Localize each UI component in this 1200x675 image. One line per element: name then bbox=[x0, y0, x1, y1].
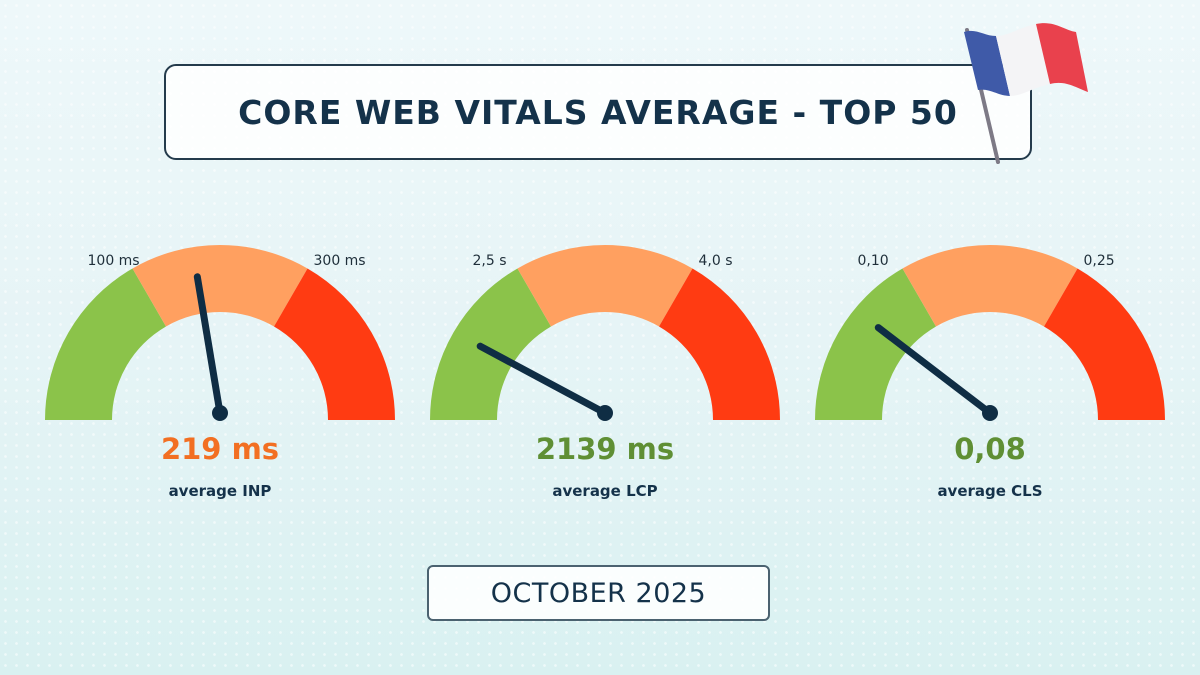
gauge-value: 219 ms bbox=[160, 432, 280, 466]
threshold-label-good: 100 ms bbox=[87, 253, 140, 269]
threshold-label-poor: 300 ms bbox=[313, 253, 366, 269]
gauge-needle-hub bbox=[982, 405, 998, 421]
gauge-lcp-dial bbox=[430, 244, 780, 421]
gauge-lcp: 2,5 s 4,0 s 2139 ms average LCP bbox=[425, 240, 785, 510]
threshold-label-poor: 4,0 s bbox=[698, 253, 733, 269]
gauge-zone-good bbox=[815, 268, 936, 420]
threshold-label-poor: 0,25 bbox=[1083, 253, 1115, 269]
date-box: OCTOBER 2025 bbox=[427, 565, 770, 621]
gauge-cls-dial bbox=[815, 244, 1165, 421]
gauge-zone-good bbox=[430, 268, 551, 420]
gauge-needle bbox=[874, 324, 994, 417]
gauge-zone-poor bbox=[1044, 268, 1165, 420]
gauge-cls: 0,10 0,25 0,08 average CLS bbox=[810, 240, 1170, 510]
gauge-zone-needs-improvement bbox=[132, 244, 308, 327]
gauge-value: 0,08 bbox=[954, 432, 1026, 466]
page-title: CORE WEB VITALS AVERAGE - TOP 50 bbox=[238, 92, 958, 132]
gauge-needle bbox=[193, 273, 224, 417]
gauge-label: average CLS bbox=[937, 482, 1043, 500]
gauge-zone-poor bbox=[274, 268, 395, 420]
gauge-zone-needs-improvement bbox=[902, 244, 1078, 327]
gauge-needle-hub bbox=[212, 405, 228, 421]
gauge-inp: 100 ms 300 ms 219 ms average INP bbox=[40, 240, 400, 510]
threshold-label-good: 2,5 s bbox=[472, 253, 507, 269]
gauge-label: average INP bbox=[168, 482, 272, 500]
gauge-inp-dial bbox=[45, 244, 395, 421]
gauge-value: 2139 ms bbox=[535, 432, 675, 466]
title-box: CORE WEB VITALS AVERAGE - TOP 50 bbox=[164, 64, 1032, 160]
date-label: OCTOBER 2025 bbox=[490, 577, 707, 609]
gauge-zone-good bbox=[45, 268, 166, 420]
gauge-needle-hub bbox=[597, 405, 613, 421]
threshold-label-good: 0,10 bbox=[857, 253, 889, 269]
france-flag-icon bbox=[964, 23, 1088, 164]
gauge-zone-poor bbox=[659, 268, 780, 420]
gauge-needle bbox=[476, 342, 609, 417]
gauge-label: average LCP bbox=[552, 482, 658, 500]
gauge-zone-needs-improvement bbox=[517, 244, 693, 327]
